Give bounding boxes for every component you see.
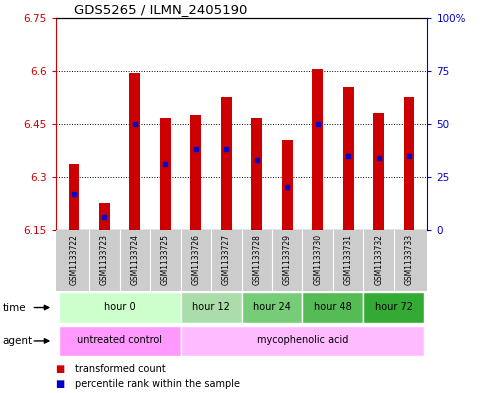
Bar (302, 292, 363, 323)
Bar (242, 292, 302, 323)
Text: GSM1133732: GSM1133732 (374, 234, 383, 285)
Text: ■: ■ (56, 364, 65, 375)
Text: GSM1133725: GSM1133725 (161, 234, 170, 285)
Bar (190, 115, 201, 230)
Bar (99, 204, 110, 230)
Bar (313, 69, 323, 230)
Bar (181, 326, 425, 356)
Text: untreated control: untreated control (77, 335, 162, 345)
Bar (373, 113, 384, 230)
Text: percentile rank within the sample: percentile rank within the sample (75, 379, 240, 389)
Text: GSM1133733: GSM1133733 (405, 233, 413, 285)
Bar (282, 140, 293, 230)
Text: GSM1133727: GSM1133727 (222, 234, 231, 285)
Bar (69, 165, 79, 230)
Text: GSM1133723: GSM1133723 (100, 234, 109, 285)
Text: hour 12: hour 12 (192, 302, 230, 312)
Bar (160, 119, 170, 230)
Text: GSM1133730: GSM1133730 (313, 233, 322, 285)
Text: hour 72: hour 72 (375, 302, 413, 312)
Text: GSM1133729: GSM1133729 (283, 234, 292, 285)
Text: GSM1133731: GSM1133731 (344, 234, 353, 285)
Bar (221, 97, 231, 230)
Text: GSM1133726: GSM1133726 (191, 234, 200, 285)
Text: GSM1133728: GSM1133728 (252, 234, 261, 285)
Text: GSM1133722: GSM1133722 (70, 234, 78, 285)
Text: hour 0: hour 0 (104, 302, 135, 312)
Text: time: time (2, 303, 26, 312)
Text: hour 24: hour 24 (253, 302, 291, 312)
Bar (363, 292, 425, 323)
Text: hour 48: hour 48 (314, 302, 352, 312)
Bar (58, 326, 181, 356)
Text: transformed count: transformed count (75, 364, 166, 375)
Bar (343, 87, 354, 230)
Text: GSM1133724: GSM1133724 (130, 234, 139, 285)
Bar (252, 119, 262, 230)
Bar (129, 72, 140, 230)
Bar (181, 292, 242, 323)
Bar (404, 97, 414, 230)
Text: agent: agent (2, 336, 32, 346)
Text: mycophenolic acid: mycophenolic acid (257, 335, 348, 345)
Bar (58, 292, 181, 323)
Text: GDS5265 / ILMN_2405190: GDS5265 / ILMN_2405190 (74, 4, 247, 17)
Text: ■: ■ (56, 379, 65, 389)
